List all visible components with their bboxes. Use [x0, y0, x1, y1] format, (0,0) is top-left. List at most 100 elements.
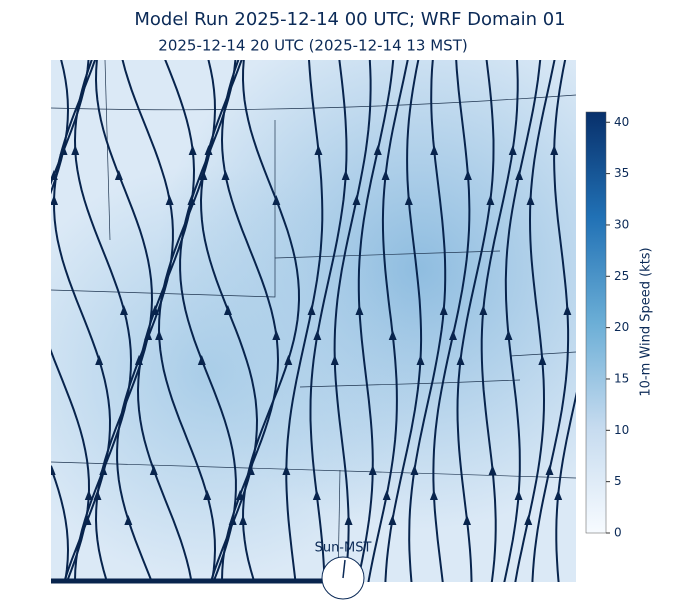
arrowhead	[165, 195, 174, 205]
arrowhead	[504, 330, 513, 340]
arrowhead	[41, 330, 49, 340]
arrowhead	[221, 170, 230, 180]
arrowhead	[150, 305, 159, 315]
arrowhead	[314, 145, 323, 155]
arrowhead	[554, 490, 563, 500]
arrowhead	[114, 170, 123, 180]
arrowhead	[508, 145, 517, 155]
arrowhead	[282, 465, 291, 475]
arrowhead	[149, 465, 158, 475]
streamline	[333, 60, 372, 582]
title: Model Run 2025-12-14 00 UTC; WRF Domain …	[134, 9, 565, 30]
streamline	[285, 60, 324, 582]
arrowhead	[382, 490, 391, 500]
streamline	[514, 60, 556, 582]
arrowhead	[223, 305, 232, 315]
arrowhead	[124, 515, 133, 525]
arrowhead	[373, 145, 382, 155]
arrowhead	[119, 305, 128, 315]
arrowhead	[538, 355, 547, 365]
colorbar-tick-label: 20	[614, 320, 629, 334]
arrowhead	[9, 305, 17, 315]
streamline	[480, 60, 519, 582]
streamline	[116, 60, 174, 582]
streamline	[356, 60, 395, 582]
arrowhead	[388, 515, 397, 525]
arrowhead	[381, 170, 390, 180]
arrowhead	[341, 170, 350, 180]
streamline	[73, 60, 133, 582]
colorbar-tick-label: 40	[614, 115, 629, 129]
arrowhead	[330, 355, 339, 365]
arrowhead	[462, 515, 471, 525]
arrowhead	[239, 515, 248, 525]
clock-label: Sun-MST	[315, 541, 372, 556]
arrowhead	[236, 490, 245, 500]
arrowhead	[463, 170, 472, 180]
arrowhead	[203, 490, 212, 500]
arrowhead	[456, 355, 465, 365]
arrowhead	[550, 145, 559, 155]
arrowhead	[416, 355, 425, 365]
arrowhead	[155, 330, 164, 340]
arrowhead	[95, 355, 104, 365]
arrowhead	[430, 145, 439, 155]
arrowhead	[313, 330, 322, 340]
colorbar-tick-label: 30	[614, 217, 629, 231]
arrowhead	[188, 145, 197, 155]
arrowhead	[488, 465, 497, 475]
arrowhead	[352, 195, 361, 205]
arrowhead	[368, 465, 377, 475]
colorbar-tick-label: 10	[614, 423, 629, 437]
streamline	[384, 60, 423, 582]
arrowhead	[563, 305, 572, 315]
arrowhead	[388, 330, 397, 340]
subtitle: 2025-12-14 20 UTC (2025-12-14 13 MST)	[158, 37, 467, 55]
arrowhead	[526, 195, 535, 205]
arrowhead	[479, 305, 488, 315]
arrowhead	[515, 170, 524, 180]
streamline	[531, 60, 570, 582]
arrowhead	[486, 195, 495, 205]
colorbar-tick-label: 5	[614, 474, 622, 488]
arrowhead	[449, 330, 458, 340]
arrowhead	[93, 490, 102, 500]
arrowhead	[197, 355, 206, 365]
colorbar-tick-label: 0	[614, 526, 622, 540]
colorbar-tick-label: 35	[614, 166, 629, 180]
streamlines	[9, 60, 576, 582]
colorbar-ticks: 0 5 10 15 20 25 30 35 40	[606, 115, 629, 540]
arrowhead	[439, 305, 448, 315]
arrowhead	[524, 515, 533, 525]
streamline	[408, 60, 447, 582]
arrowhead	[429, 490, 438, 500]
arrowhead	[344, 515, 353, 525]
streamline	[456, 60, 495, 582]
arrowhead	[284, 355, 293, 365]
arrowhead	[404, 195, 413, 205]
colorbar-tick-label: 25	[614, 269, 629, 283]
colorbar-tick-label: 15	[614, 371, 629, 385]
arrowhead	[84, 490, 93, 500]
clock-hand	[342, 559, 346, 579]
arrowhead	[312, 490, 321, 500]
colorbar-label: 10-m Wind Speed (kts)	[639, 247, 654, 396]
arrowhead	[187, 195, 196, 205]
arrowhead	[272, 330, 281, 340]
arrowhead	[307, 305, 316, 315]
arrowhead	[83, 515, 92, 525]
colorbar	[585, 111, 607, 534]
arrowhead	[51, 195, 59, 205]
arrowhead	[355, 305, 364, 315]
arrowhead	[204, 145, 213, 155]
streamline	[136, 60, 196, 582]
arrowhead	[410, 465, 419, 475]
arrowhead	[71, 145, 80, 155]
arrowhead	[545, 465, 554, 475]
streamline	[241, 60, 301, 582]
arrowhead	[272, 195, 281, 205]
arrowhead	[51, 465, 56, 475]
map	[9, 60, 576, 582]
streamline	[179, 60, 237, 582]
